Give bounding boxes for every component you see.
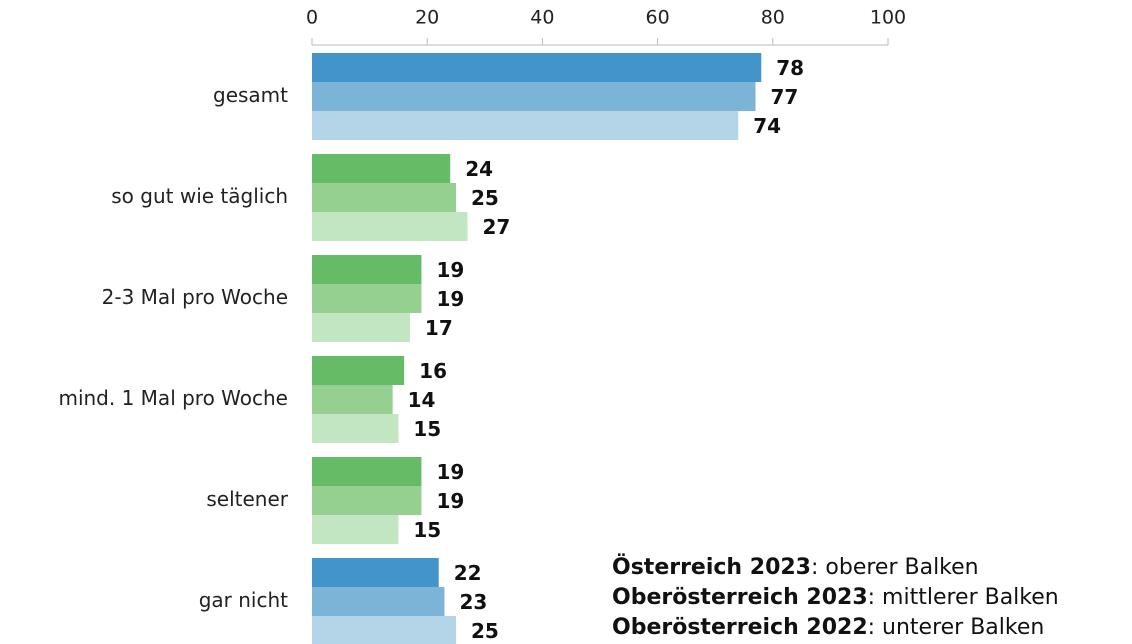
bar (312, 154, 451, 183)
value-label: 27 (483, 215, 511, 239)
category-label: seltener (206, 487, 288, 511)
value-label: 19 (436, 489, 464, 513)
value-label: 24 (465, 157, 493, 181)
bar (312, 183, 456, 212)
bar (312, 385, 393, 414)
legend-name: Österreich 2023 (612, 554, 811, 580)
value-label: 15 (413, 518, 441, 542)
value-label: 17 (425, 316, 453, 340)
bar (312, 284, 422, 313)
legend-text: : oberer Balken (811, 555, 979, 580)
value-label: 14 (408, 388, 436, 412)
bar (312, 457, 422, 486)
value-label: 22 (454, 561, 482, 585)
legend-name: Oberösterreich 2022 (612, 615, 868, 640)
bar (312, 255, 422, 284)
value-label: 19 (436, 460, 464, 484)
value-label: 77 (771, 85, 799, 109)
category-label: gar nicht (199, 588, 288, 612)
value-label: 25 (471, 619, 499, 643)
value-label: 15 (413, 417, 441, 441)
bar (312, 53, 762, 82)
bar (312, 313, 410, 342)
legend-text: : unterer Balken (868, 615, 1045, 640)
legend-entry: Oberösterreich 2023: mittlerer Balken (612, 585, 1059, 610)
category-label: 2-3 Mal pro Woche (102, 285, 288, 309)
bar (312, 356, 405, 385)
bar (312, 486, 422, 515)
value-label: 19 (436, 287, 464, 311)
value-label: 19 (436, 258, 464, 282)
legend-name: Oberösterreich 2023 (612, 585, 868, 610)
legend-entry: Österreich 2023: oberer Balken (612, 554, 979, 580)
bar (312, 587, 445, 616)
x-tick-label: 0 (306, 7, 318, 29)
value-label: 25 (471, 186, 499, 210)
bar (312, 111, 739, 140)
bar (312, 414, 399, 443)
bar (312, 558, 439, 587)
bar (312, 616, 456, 644)
bar (312, 515, 399, 544)
category-label: mind. 1 Mal pro Woche (58, 386, 288, 410)
x-tick-label: 20 (415, 7, 439, 29)
value-label: 23 (459, 590, 487, 614)
bar (312, 82, 756, 111)
legend-text: : mittlerer Balken (868, 585, 1059, 610)
bar (312, 212, 468, 241)
category-label: so gut wie täglich (111, 184, 288, 208)
legend-entry: Oberösterreich 2022: unterer Balken (612, 615, 1044, 640)
value-label: 74 (753, 114, 781, 138)
category-label: gesamt (213, 83, 288, 107)
x-tick-label: 100 (870, 7, 906, 29)
x-tick-label: 80 (761, 7, 785, 29)
value-label: 16 (419, 359, 447, 383)
x-tick-label: 40 (530, 7, 554, 29)
x-tick-label: 60 (646, 7, 670, 29)
value-label: 78 (776, 56, 804, 80)
